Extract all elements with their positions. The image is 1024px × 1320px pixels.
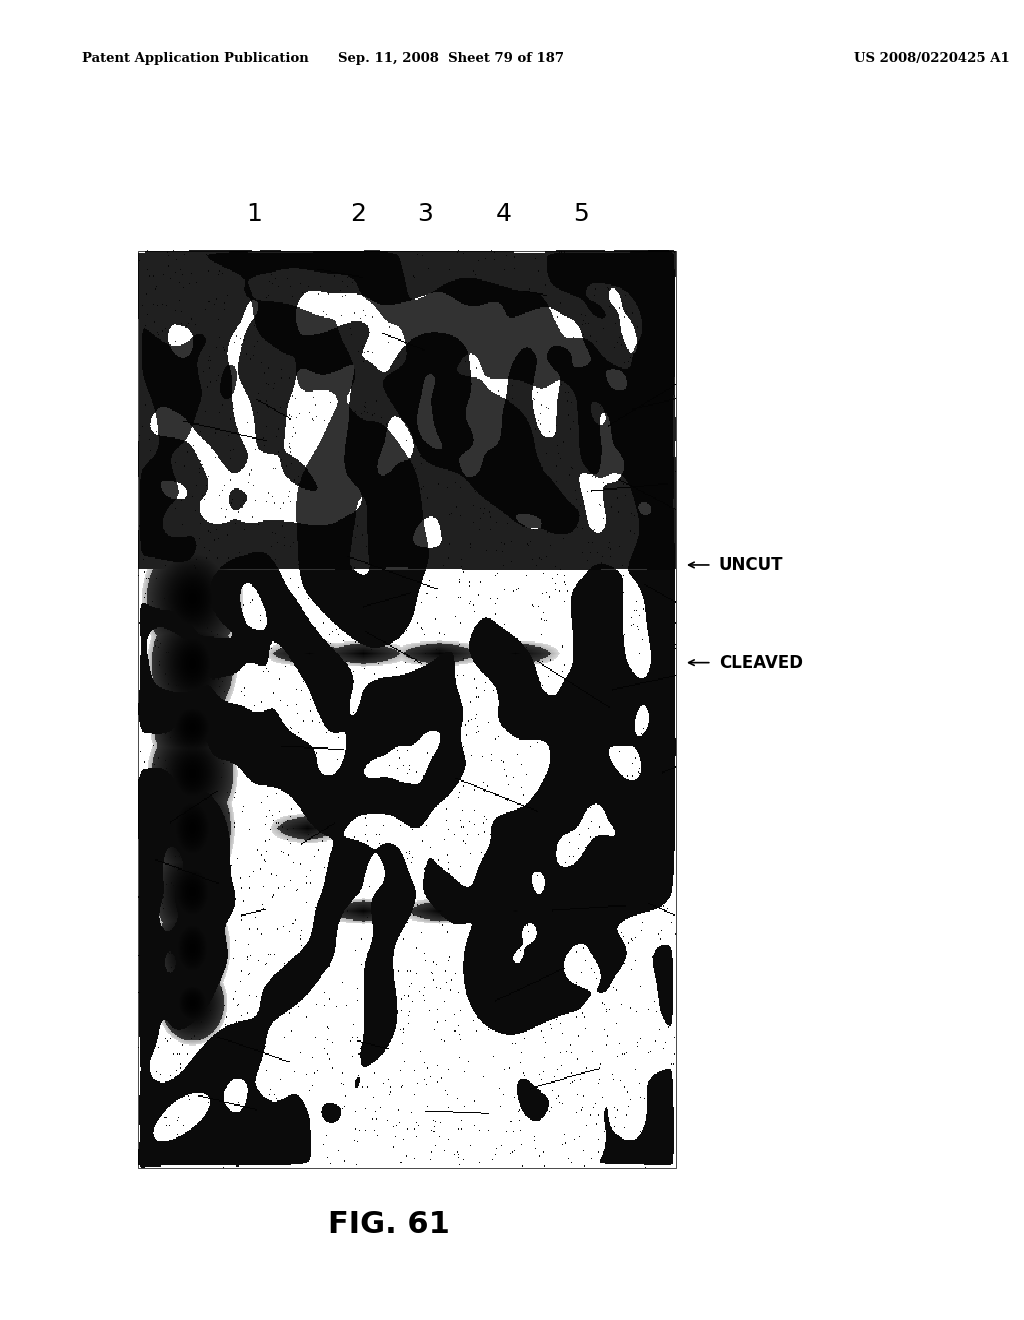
Text: 4: 4 xyxy=(496,202,512,226)
Text: FIG. 61: FIG. 61 xyxy=(328,1210,451,1239)
Text: 5: 5 xyxy=(572,202,589,226)
Bar xyxy=(138,251,676,1168)
Text: UNCUT: UNCUT xyxy=(719,556,783,574)
Text: CLEAVED: CLEAVED xyxy=(719,653,803,672)
Text: 3: 3 xyxy=(417,202,433,226)
Text: 2: 2 xyxy=(350,202,367,226)
Text: US 2008/0220425 A1: US 2008/0220425 A1 xyxy=(854,51,1010,65)
Text: 1: 1 xyxy=(246,202,262,226)
Text: Patent Application Publication: Patent Application Publication xyxy=(82,51,308,65)
Text: Sep. 11, 2008  Sheet 79 of 187: Sep. 11, 2008 Sheet 79 of 187 xyxy=(338,51,563,65)
